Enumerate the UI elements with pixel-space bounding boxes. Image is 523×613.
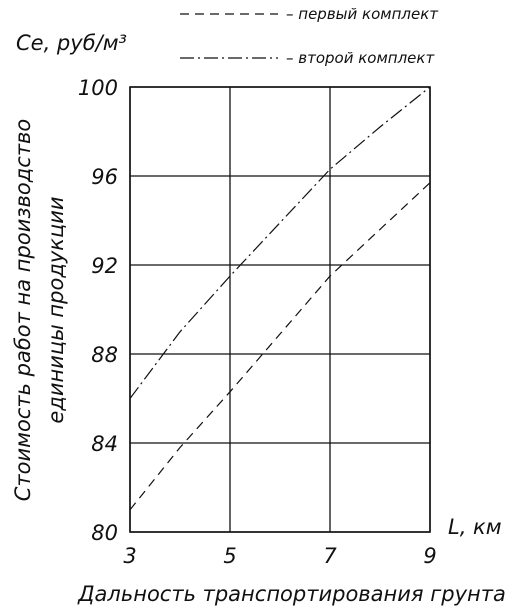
series-line-second-set xyxy=(129,86,431,399)
legend-label-first-set: – первый комплект xyxy=(286,5,439,23)
y-tick-label: 84 xyxy=(91,432,118,456)
y-tick-label: 96 xyxy=(91,165,118,189)
y-tick-label: 92 xyxy=(91,254,118,278)
y-axis-short-label: Cе, руб/м³ xyxy=(16,31,127,55)
x-tick-label: 7 xyxy=(323,544,337,568)
x-tick-label: 9 xyxy=(423,544,436,568)
y-tick-label: 100 xyxy=(78,76,118,100)
x-axis-title: Дальность транспортирования грунта xyxy=(77,582,506,606)
tick-labels: 3 5 7 9 80 84 88 92 96 100 xyxy=(78,76,437,568)
x-tick-label: 5 xyxy=(223,544,236,568)
x-axis-short-label: L, км xyxy=(448,515,502,539)
plot-frame xyxy=(129,86,431,533)
y-tick-label: 88 xyxy=(91,343,118,367)
series-line-first-set xyxy=(129,182,431,511)
legend: – первый комплект – второй комплект xyxy=(180,5,439,67)
grid xyxy=(129,86,431,533)
y-axis-title-line-2: единицы продукции xyxy=(44,196,68,423)
legend-label-second-set: – второй комплект xyxy=(286,49,435,67)
y-axis-title-line-1: Стоимость работ на производство xyxy=(11,119,35,502)
series-lines xyxy=(129,86,431,511)
x-tick-label: 3 xyxy=(123,544,136,568)
y-tick-label: 80 xyxy=(91,521,118,545)
